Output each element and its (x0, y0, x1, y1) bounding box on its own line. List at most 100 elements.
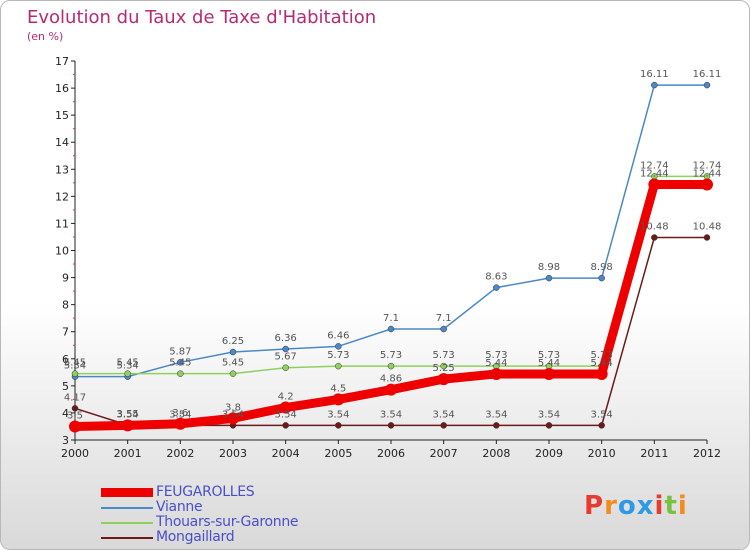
data-label: 3.54 (327, 409, 349, 420)
data-label: 16.11 (693, 69, 722, 80)
series-point (335, 343, 342, 350)
data-label: 5.45 (169, 358, 191, 369)
data-label: 5.73 (433, 350, 455, 361)
data-label: 7.1 (436, 313, 452, 324)
data-label: 5.73 (380, 350, 402, 361)
logo-letter: i (654, 491, 665, 521)
series-point (701, 178, 713, 191)
data-label: 3.8 (225, 402, 241, 413)
series-point (177, 370, 184, 377)
data-label: 5.73 (591, 350, 613, 361)
x-tick-label: 2001 (114, 447, 142, 460)
proxiti-logo: Proxiti (584, 491, 688, 521)
series-point (282, 364, 289, 371)
data-label: 3.55 (117, 409, 139, 420)
series-point (229, 370, 237, 377)
y-tick-label: 9 (62, 272, 69, 285)
series-point (279, 401, 292, 414)
logo-letter: x (636, 491, 655, 521)
chart-title: Evolution du Taux de Taxe d'Habitation (27, 7, 377, 28)
data-label: 5.44 (485, 358, 507, 369)
y-tick-label: 6 (62, 353, 69, 366)
series-point (440, 325, 447, 333)
series-point (598, 422, 605, 429)
y-tick-label: 11 (55, 217, 69, 230)
series-point (282, 345, 289, 353)
logo-letter: i (677, 491, 688, 521)
legend-label-vianne: Vianne (156, 499, 203, 515)
series-point (282, 422, 289, 429)
data-label: 4.2 (278, 392, 294, 403)
series-point (703, 234, 711, 241)
legend-swatch-mongaillard (101, 537, 153, 539)
data-label: 3.54 (380, 409, 402, 420)
data-label: 5.44 (538, 358, 560, 369)
data-label: 3.54 (485, 409, 507, 420)
series-point (177, 359, 184, 366)
logo-letter: t (664, 491, 678, 521)
data-label: 12.74 (693, 160, 722, 171)
series-point (648, 178, 661, 191)
y-tick-label: 5 (62, 380, 69, 393)
legend-label-feugarolles: FEUGAROLLES (156, 484, 255, 500)
data-label: 5.73 (485, 350, 507, 361)
y-tick-label: 13 (55, 163, 69, 176)
series-point (651, 81, 658, 89)
x-tick-label: 2012 (693, 447, 721, 460)
series-point (227, 412, 239, 425)
data-label: 12.74 (640, 160, 669, 171)
series-point (332, 393, 345, 406)
y-tick-label: 3 (62, 434, 69, 447)
x-tick-label: 2010 (588, 447, 616, 460)
series-point (124, 370, 131, 377)
series-point (121, 419, 134, 432)
data-label: 3.54 (169, 409, 191, 420)
series-point (71, 405, 79, 412)
x-tick-label: 2011 (640, 447, 668, 460)
data-label: 3.54 (433, 409, 455, 420)
data-label: 5.25 (433, 363, 455, 374)
y-tick-label: 17 (55, 55, 69, 68)
x-tick-label: 2004 (272, 447, 300, 460)
data-label: 12.44 (640, 168, 669, 179)
series-point (387, 362, 395, 370)
logo-letter: r (604, 491, 618, 521)
y-tick-label: 12 (55, 190, 69, 203)
chart-unit: (en %) (27, 30, 64, 43)
data-label: 4.17 (64, 392, 86, 403)
y-tick-label: 16 (55, 82, 69, 95)
data-label: 5.45 (222, 358, 244, 369)
x-tick-label: 2009 (535, 447, 563, 460)
data-label: 4.5 (330, 383, 346, 394)
series-point (437, 373, 450, 386)
series-point (71, 370, 79, 377)
data-label: 4.86 (380, 374, 402, 385)
x-tick-label: 2008 (482, 447, 510, 460)
y-tick-label: 4 (62, 407, 69, 420)
data-label: 10.48 (640, 222, 669, 233)
series-point (335, 422, 342, 429)
x-tick-label: 2006 (377, 447, 405, 460)
series-point (174, 417, 187, 430)
data-label: 3.54 (538, 409, 560, 420)
data-label: 5.73 (327, 350, 349, 361)
series-point (69, 420, 81, 433)
data-label: 3.54 (117, 409, 139, 420)
series-point (335, 362, 342, 370)
data-label: 3.6 (172, 408, 188, 419)
series-point (440, 422, 447, 429)
series-point (595, 367, 608, 380)
data-label: 5.45 (64, 358, 86, 369)
data-label: 8.98 (591, 262, 613, 273)
x-tick-label: 2007 (430, 447, 458, 460)
series-point (545, 422, 553, 429)
logo-letter: o (617, 491, 637, 521)
data-label: 5.34 (117, 361, 139, 372)
legend-label-thouars: Thouars-sur-Garonne (156, 514, 299, 530)
series-point (545, 274, 553, 282)
y-tick-label: 8 (62, 299, 69, 312)
data-label: 8.98 (538, 262, 560, 273)
series-point (493, 284, 500, 291)
series-point (490, 367, 503, 380)
